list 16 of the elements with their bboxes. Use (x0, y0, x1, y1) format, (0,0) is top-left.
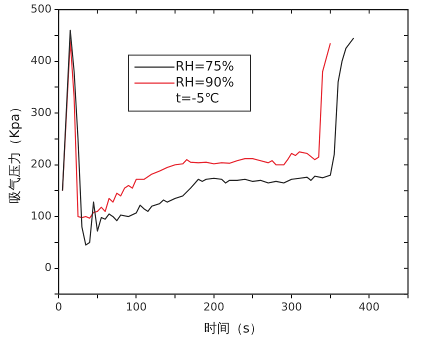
x-tick-label: 0 (55, 300, 62, 314)
x-tick-label: 200 (203, 300, 224, 314)
y-tick-label: 0 (44, 261, 52, 274)
y-tick-label: 300 (30, 106, 52, 119)
annotation: t=-5℃ (176, 92, 220, 107)
x-tick-label: 100 (126, 300, 147, 314)
y-axis-title: 吸气压力（Kpa） (8, 100, 24, 204)
y-tick-label: 100 (30, 209, 52, 222)
x-tick-label: 300 (281, 300, 302, 314)
x-axis-title: 时间（s） (204, 322, 263, 337)
y-tick-label: 200 (30, 158, 52, 171)
legend-label: RH=75% (175, 60, 234, 75)
legend-label: RH=90% (175, 76, 234, 91)
y-tick-label: 400 (30, 54, 52, 68)
x-tick-label: 400 (358, 300, 380, 314)
y-tick-label: 500 (30, 2, 52, 16)
